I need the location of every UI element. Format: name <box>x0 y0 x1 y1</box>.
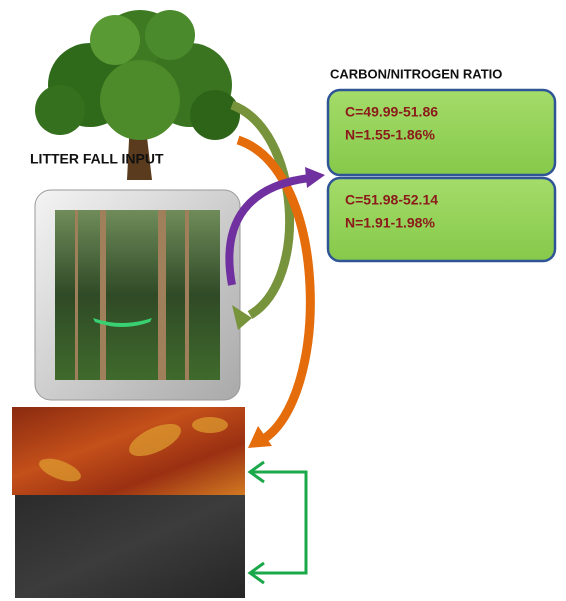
soil-layer <box>15 495 245 598</box>
carbon-range: C=51.98-52.14 <box>345 192 438 208</box>
forest-photo <box>55 210 220 380</box>
diagram: LITTER FALL INPUT CARBON/NITROGEN RATIO … <box>0 0 566 601</box>
carbon-range: C=49.99-51.86 <box>345 104 438 120</box>
nitrogen-range: N=1.91-1.98% <box>345 215 435 231</box>
ratio-arrow <box>229 178 310 285</box>
nitrogen-range: N=1.55-1.86% <box>345 127 435 143</box>
ratio-title: CARBON/NITROGEN RATIO <box>330 66 502 81</box>
cycle-bracket <box>250 462 306 583</box>
arrow-head <box>305 167 325 188</box>
input-label: LITTER FALL INPUT <box>30 151 164 167</box>
